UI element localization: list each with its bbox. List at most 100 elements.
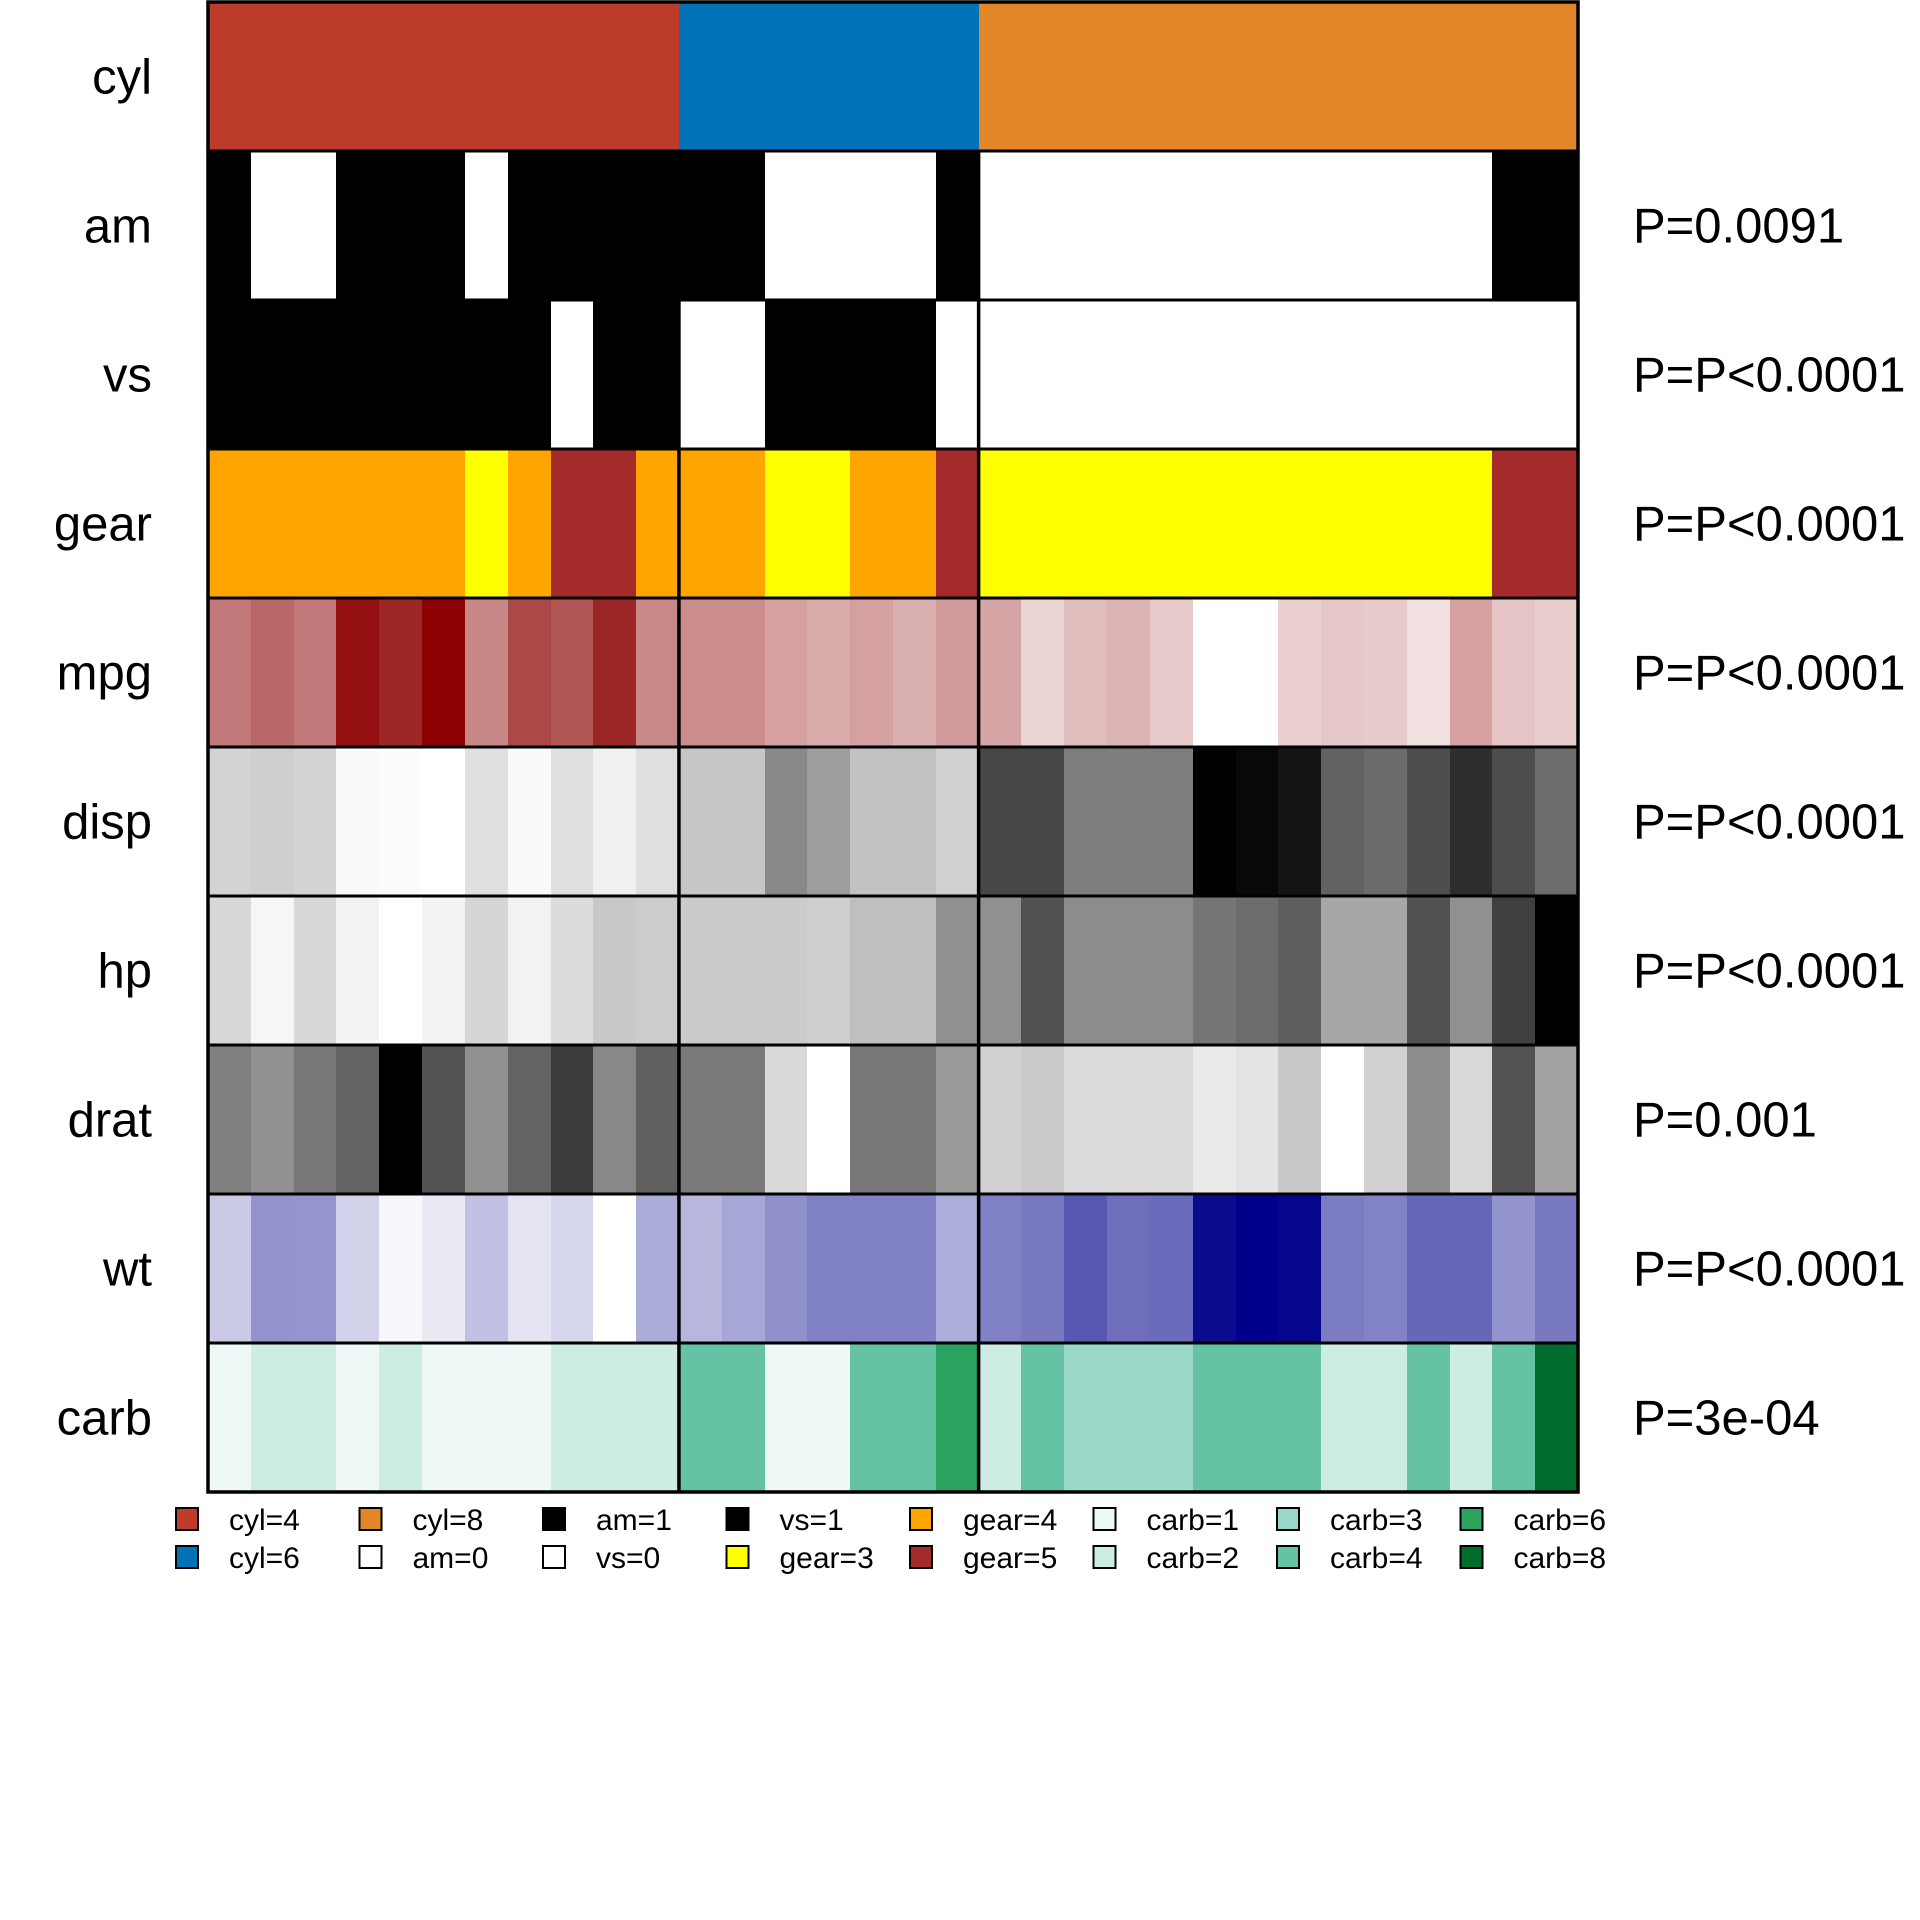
heatmap-cell-drat-26 — [1278, 1045, 1322, 1195]
legend-swatch-cyl=6 — [175, 1545, 199, 1569]
heatmap-cell-vs-32 — [1535, 300, 1579, 450]
heatmap-cell-gear-17 — [893, 449, 937, 599]
heatmap-cell-hp-31 — [1492, 896, 1536, 1046]
heatmap-cell-cyl-13 — [722, 2, 766, 152]
heatmap-cell-cyl-18 — [936, 2, 980, 152]
heatmap-cell-carb-20 — [1021, 1343, 1065, 1493]
legend-swatch-gear=3 — [725, 1545, 750, 1569]
legend-label-am=1: am=1 — [596, 1504, 672, 1537]
heatmap-cell-disp-18 — [936, 747, 980, 897]
legend-label-gear=5: gear=5 — [963, 1542, 1057, 1575]
heatmap-cell-carb-28 — [1364, 1343, 1408, 1493]
legend-label-cyl=8: cyl=8 — [413, 1504, 484, 1537]
heatmap-cell-wt-9 — [551, 1194, 594, 1344]
heatmap-cell-am-12 — [679, 151, 723, 301]
heatmap-cell-cyl-32 — [1535, 2, 1579, 152]
heatmap-cell-vs-15 — [807, 300, 851, 450]
heatmap-cell-drat-27 — [1321, 1045, 1365, 1195]
heatmap-cell-am-7 — [465, 151, 509, 301]
heatmap-cell-cyl-15 — [807, 2, 851, 152]
heatmap-cell-hp-4 — [336, 896, 380, 1046]
heatmap-cell-gear-16 — [850, 449, 894, 599]
heatmap-cell-am-19 — [979, 151, 1022, 301]
legend-swatch-am=0 — [358, 1545, 383, 1569]
legend-label-gear=4: gear=4 — [963, 1504, 1057, 1537]
heatmap-cell-wt-30 — [1450, 1194, 1493, 1344]
heatmap-cell-vs-9 — [551, 300, 594, 450]
heatmap-cell-am-3 — [294, 151, 337, 301]
heatmap-cell-disp-27 — [1321, 747, 1365, 897]
heatmap-cell-vs-22 — [1107, 300, 1151, 450]
heatmap-cell-cyl-28 — [1364, 2, 1408, 152]
heatmap-cell-am-8 — [508, 151, 552, 301]
heatmap-cell-wt-8 — [508, 1194, 552, 1344]
row-label-drat: drat — [68, 1094, 153, 1148]
heatmap-cell-mpg-27 — [1321, 598, 1365, 748]
heatmap-cell-disp-30 — [1450, 747, 1493, 897]
heatmap-cell-mpg-30 — [1450, 598, 1493, 748]
heatmap-cell-drat-1 — [208, 1045, 252, 1195]
heatmap-cell-disp-29 — [1407, 747, 1451, 897]
heatmap-cell-vs-27 — [1321, 300, 1365, 450]
heatmap-cell-mpg-8 — [508, 598, 552, 748]
heatmap-cell-hp-13 — [722, 896, 766, 1046]
heatmap-cell-hp-18 — [936, 896, 980, 1046]
heatmap-cell-vs-1 — [208, 300, 252, 450]
heatmap-cell-wt-13 — [722, 1194, 766, 1344]
heatmap-cell-gear-20 — [1021, 449, 1065, 599]
heatmap-cell-cyl-10 — [593, 2, 637, 152]
heatmap-cell-wt-32 — [1535, 1194, 1579, 1344]
legend-label-carb=8: carb=8 — [1514, 1542, 1607, 1575]
legend-swatch-carb=1 — [1092, 1507, 1117, 1531]
legend-swatch-carb=2 — [1092, 1545, 1117, 1569]
heatmap-cell-am-32 — [1535, 151, 1579, 301]
heatmap-cell-drat-28 — [1364, 1045, 1408, 1195]
heatmap-cell-vs-5 — [379, 300, 423, 450]
heatmap-cell-am-18 — [936, 151, 980, 301]
heatmap-cell-wt-22 — [1107, 1194, 1151, 1344]
heatmap-cell-wt-21 — [1064, 1194, 1108, 1344]
heatmap-cell-wt-15 — [807, 1194, 851, 1344]
heatmap-cell-wt-31 — [1492, 1194, 1536, 1344]
row-labels: cyl am vs gear mpg disp hp drat wt carb — [54, 51, 152, 1446]
heatmap-cell-wt-7 — [465, 1194, 509, 1344]
heatmap-cell-hp-23 — [1150, 896, 1194, 1046]
heatmap-cell-mpg-3 — [294, 598, 337, 748]
heatmap-cell-cyl-22 — [1107, 2, 1151, 152]
heatmap-cell-disp-28 — [1364, 747, 1408, 897]
heatmap-cell-mpg-24 — [1193, 598, 1237, 748]
heatmap-cell-gear-9 — [551, 449, 594, 599]
heatmap-cell-drat-17 — [893, 1045, 937, 1195]
heatmap-cell-hp-16 — [850, 896, 894, 1046]
heatmap-cell-carb-15 — [807, 1343, 851, 1493]
heatmap-cell-carb-7 — [465, 1343, 509, 1493]
legend-label-carb=2: carb=2 — [1147, 1542, 1240, 1575]
heatmap-cell-wt-18 — [936, 1194, 980, 1344]
heatmap-cell-hp-11 — [636, 896, 680, 1046]
row-label-vs: vs — [103, 349, 152, 403]
heatmap-cell-carb-6 — [422, 1343, 466, 1493]
heatmap-cell-wt-20 — [1021, 1194, 1065, 1344]
heatmap-cell-mpg-10 — [593, 598, 637, 748]
heatmap-cell-gear-6 — [422, 449, 466, 599]
heatmap-cell-vs-13 — [722, 300, 766, 450]
heatmap-cell-am-28 — [1364, 151, 1408, 301]
row-label-disp: disp — [62, 796, 152, 850]
heatmap-cell-carb-2 — [251, 1343, 295, 1493]
heatmap-cell-disp-23 — [1150, 747, 1194, 897]
heatmap-cell-hp-7 — [465, 896, 509, 1046]
heatmap-cell-gear-10 — [593, 449, 637, 599]
heatmap-cell-carb-12 — [679, 1343, 723, 1493]
heatmap-cell-drat-10 — [593, 1045, 637, 1195]
heatmap-cell-hp-29 — [1407, 896, 1451, 1046]
heatmap-cell-cyl-11 — [636, 2, 680, 152]
heatmap-cell-mpg-16 — [850, 598, 894, 748]
heatmap-cell-wt-23 — [1150, 1194, 1194, 1344]
heatmap-cell-carb-8 — [508, 1343, 552, 1493]
heatmap-cell-mpg-20 — [1021, 598, 1065, 748]
heatmap-cell-wt-1 — [208, 1194, 252, 1344]
heatmap-cell-carb-19 — [979, 1343, 1022, 1493]
heatmap-cell-gear-12 — [679, 449, 723, 599]
heatmap-cell-wt-3 — [294, 1194, 337, 1344]
heatmap-cell-drat-19 — [979, 1045, 1022, 1195]
